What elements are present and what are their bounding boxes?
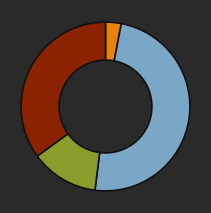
- Wedge shape: [106, 22, 121, 61]
- Wedge shape: [21, 22, 106, 156]
- Wedge shape: [37, 134, 100, 190]
- Wedge shape: [95, 24, 190, 191]
